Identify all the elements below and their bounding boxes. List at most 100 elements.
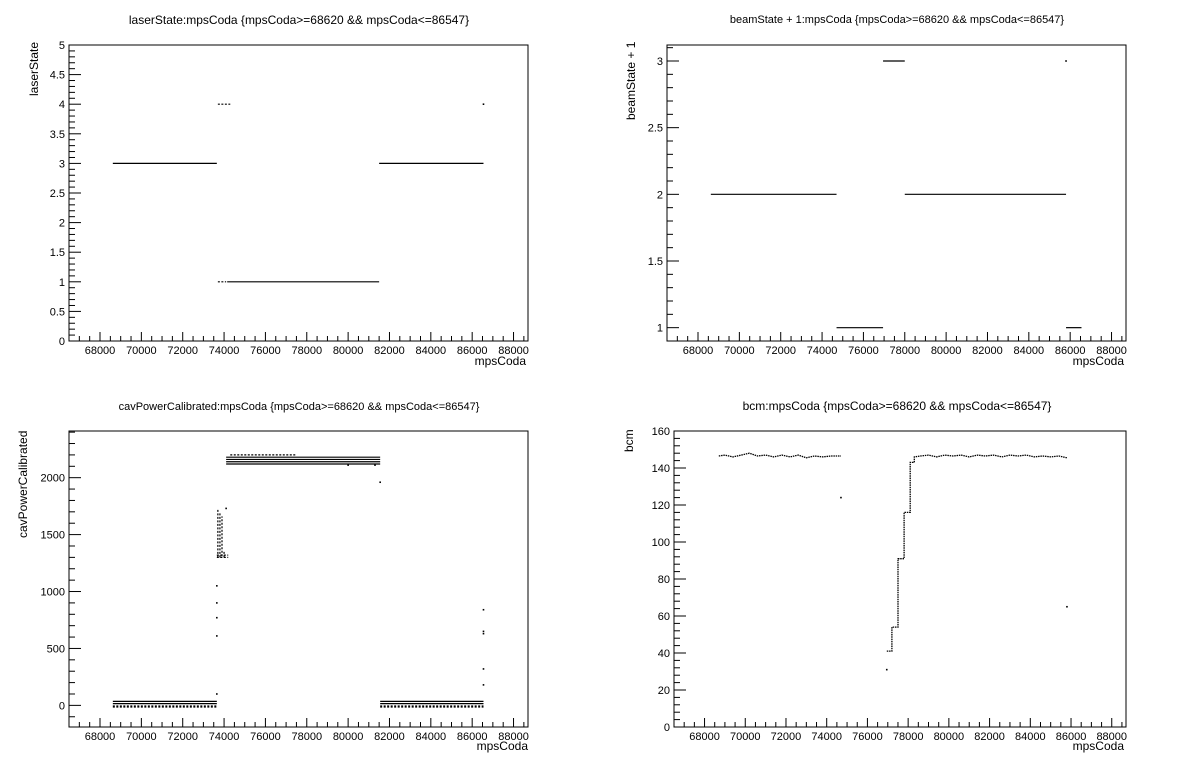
- y-tick-label: 4.5: [50, 70, 65, 82]
- x-tick-label: 78000: [889, 345, 920, 357]
- x-tick-label: 82000: [374, 345, 405, 357]
- cavpower-panel: cavPowerCalibrated:mpsCoda {mpsCoda>=686…: [0, 386, 598, 772]
- y-tick-label: 1500: [41, 530, 65, 542]
- data-point: [1066, 605, 1068, 608]
- beamstate-ylabel: beamState + 1: [624, 41, 638, 120]
- x-tick-label: 78000: [291, 345, 322, 357]
- data-point: [482, 630, 485, 633]
- y-tick-label: 0: [664, 722, 670, 734]
- x-tick-label: 70000: [126, 731, 157, 743]
- x-tick-label: 86000: [457, 345, 488, 357]
- x-tick-label: 88000: [1096, 345, 1127, 357]
- beamstate-panel: beamState + 1:mpsCoda {mpsCoda>=68620 &&…: [598, 0, 1196, 386]
- laserstate-panel: laserState:mpsCoda {mpsCoda>=68620 && mp…: [0, 0, 598, 386]
- x-tick-label: 88000: [498, 345, 529, 357]
- x-tick-label: 84000: [1014, 345, 1045, 357]
- y-tick-label: 140: [652, 463, 670, 475]
- y-tick-label: 60: [658, 611, 670, 623]
- data-point: [482, 668, 485, 670]
- y-tick-label: 4: [59, 99, 65, 111]
- x-tick-label: 68000: [85, 345, 116, 357]
- x-tick-label: 80000: [333, 345, 364, 357]
- plot-frame: [68, 430, 529, 728]
- x-tick-label: 74000: [807, 345, 838, 357]
- data-point: [482, 608, 485, 611]
- beamstate-title: beamState + 1:mpsCoda {mpsCoda>=68620 &&…: [729, 14, 1065, 26]
- x-tick-label: 70000: [126, 345, 157, 357]
- y-tick-label: 3.5: [50, 129, 65, 141]
- bcm-ylabel: bcm: [622, 429, 636, 452]
- x-tick-label: 72000: [167, 345, 198, 357]
- x-tick-label: 72000: [167, 731, 198, 743]
- bcm-title: bcm:mpsCoda {mpsCoda>=68620 && mpsCoda<=…: [742, 399, 1052, 413]
- laserstate-ylabel: laserState: [27, 41, 41, 96]
- data-point: [374, 464, 376, 466]
- y-tick-label: 1: [657, 323, 663, 335]
- y-tick-label: 5: [59, 40, 65, 52]
- x-tick-label: 82000: [972, 345, 1003, 357]
- cavpower-ylabel: cavPowerCalibrated: [16, 430, 30, 538]
- x-tick-label: 68000: [683, 345, 714, 357]
- cavpower-title: cavPowerCalibrated:mpsCoda {mpsCoda>=686…: [118, 401, 480, 413]
- y-tick-label: 120: [652, 500, 670, 512]
- bcm-xlabel: mpsCoda: [1072, 739, 1124, 753]
- plot-frame: [666, 44, 1127, 342]
- x-tick-label: 80000: [934, 731, 965, 743]
- x-tick-label: 78000: [893, 731, 924, 743]
- y-tick-label: 2.5: [648, 123, 663, 135]
- x-tick-label: 86000: [457, 731, 488, 743]
- x-tick-label: 86000: [1055, 345, 1086, 357]
- x-tick-label: 84000: [1015, 731, 1046, 743]
- y-tick-label: 160: [652, 426, 670, 438]
- x-tick-label: 76000: [848, 345, 879, 357]
- x-tick-label: 74000: [209, 731, 240, 743]
- y-tick-label: 0: [59, 700, 65, 712]
- data-point: [216, 585, 218, 587]
- y-tick-label: 500: [47, 643, 65, 655]
- x-tick-label: 78000: [291, 731, 322, 743]
- data-point: [482, 632, 485, 635]
- y-tick-label: 100: [652, 537, 670, 549]
- cavpower-plot: 68000 70000 72000 74000 76000 78000 80000 82000…: [41, 430, 529, 743]
- data-point: [216, 616, 218, 619]
- x-tick-label: 72000: [765, 345, 796, 357]
- data-point: [347, 464, 349, 466]
- laserstate-title: laserState:mpsCoda {mpsCoda>=68620 && mp…: [128, 13, 470, 27]
- x-tick-label: 72000: [771, 731, 802, 743]
- data-point: [216, 693, 218, 695]
- laserstate-plot: 68000 70000 72000 74000 76000 78000 80000 82000…: [50, 40, 529, 357]
- cavpower-xlabel: mpsCoda: [476, 739, 528, 753]
- y-tick-label: 2: [657, 189, 663, 201]
- plot-frame: [673, 430, 1127, 728]
- data-point: [840, 496, 842, 499]
- bcm-plot: 68000 70000 72000 74000 76000 78000 80000 82000…: [652, 426, 1127, 743]
- x-tick-label: 74000: [209, 345, 240, 357]
- laserstate-xlabel: mpsCoda: [474, 354, 526, 368]
- beamstate-xlabel: mpsCoda: [1072, 354, 1124, 368]
- plot-frame: [68, 44, 529, 342]
- x-tick-label: 74000: [811, 731, 842, 743]
- x-tick-label: 68000: [85, 731, 116, 743]
- y-tick-label: 40: [658, 648, 670, 660]
- x-tick-label: 76000: [250, 345, 281, 357]
- data-point: [216, 635, 218, 637]
- x-tick-label: 70000: [724, 345, 755, 357]
- data-point: [225, 507, 227, 510]
- y-tick-label: 2000: [41, 473, 65, 485]
- data-point: [482, 684, 485, 686]
- data-point: [885, 668, 888, 671]
- y-tick-label: 3: [657, 56, 663, 68]
- x-tick-label: 88000: [498, 731, 529, 743]
- y-tick-label: 1.5: [648, 256, 663, 268]
- y-tick-label: 20: [658, 685, 670, 697]
- data-series-line: [886, 454, 1068, 652]
- data-point: [379, 481, 381, 484]
- x-tick-label: 76000: [852, 731, 883, 743]
- data-point: [482, 103, 485, 105]
- x-tick-label: 68000: [689, 731, 720, 743]
- x-tick-label: 82000: [974, 731, 1005, 743]
- x-tick-label: 84000: [416, 731, 447, 743]
- x-tick-label: 80000: [333, 731, 364, 743]
- y-tick-label: 1000: [41, 587, 65, 599]
